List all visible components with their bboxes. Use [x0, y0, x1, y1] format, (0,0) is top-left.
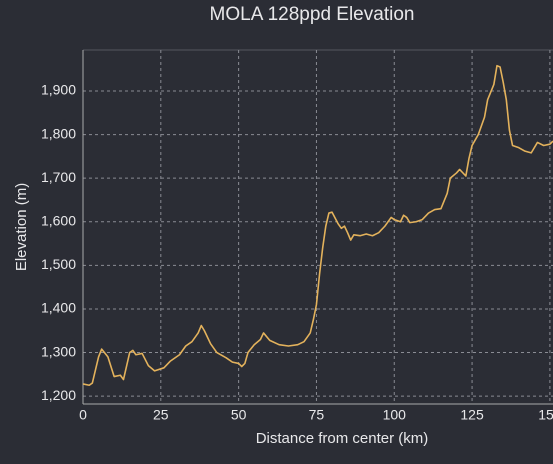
y-tick-label: 1,400	[41, 300, 76, 316]
x-tick-label: 75	[309, 407, 325, 423]
y-axis-label: Elevation (m)	[13, 183, 30, 271]
y-tick-label: 1,200	[41, 387, 76, 403]
x-tick-label: 125	[460, 407, 484, 423]
line	[82, 64, 553, 387]
y-tick-label: 1,800	[41, 125, 76, 141]
x-tick-label: 25	[153, 407, 169, 423]
x-tick-label: 100	[383, 407, 407, 423]
y-tick-label: 1,300	[41, 343, 76, 359]
x-tick-label: 150	[538, 407, 553, 423]
y-tick-label: 1,500	[41, 256, 76, 272]
x-tick-label: 50	[231, 407, 247, 423]
y-tick-label: 1,600	[41, 212, 76, 228]
chart-title: MOLA 128ppd Elevation	[210, 4, 415, 25]
x-axis-label: Distance from center (km)	[256, 430, 429, 447]
y-tick-label: 1,900	[41, 82, 76, 98]
y-tick-label: 1,700	[41, 169, 76, 185]
x-tick-label: 0	[79, 407, 87, 423]
